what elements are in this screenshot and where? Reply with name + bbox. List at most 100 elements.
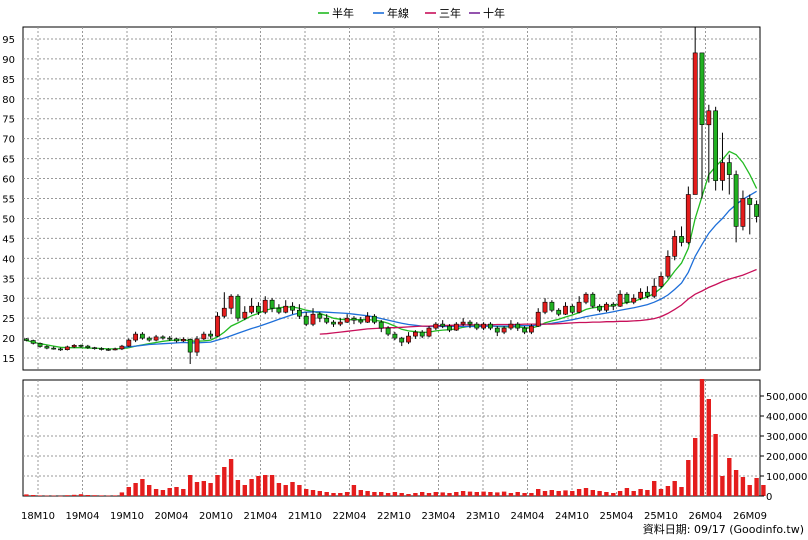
candle-body bbox=[71, 344, 77, 348]
price-y-tick-label: 15 bbox=[2, 354, 15, 365]
volume-bar bbox=[92, 495, 97, 496]
candle-body bbox=[679, 236, 684, 243]
candle-body bbox=[92, 347, 97, 350]
x-tick-label: 24M10 bbox=[555, 511, 589, 522]
volume-bar bbox=[85, 495, 90, 496]
candle-body bbox=[310, 313, 316, 325]
volume-bar bbox=[727, 458, 732, 496]
volume-bar bbox=[713, 434, 718, 496]
price-y-axis: 15 20 25 30 35 40 45 50 55 60 65 70 75 80 85 90 95 bbox=[2, 35, 15, 365]
volume-bar bbox=[72, 494, 77, 496]
volume-bar bbox=[283, 485, 288, 496]
volume-bar bbox=[481, 491, 486, 496]
candle-body bbox=[481, 323, 486, 329]
candle-body bbox=[651, 285, 657, 297]
candle-body bbox=[508, 323, 514, 329]
candle-body bbox=[542, 301, 548, 313]
volume-bar bbox=[256, 476, 261, 496]
volume-bar bbox=[174, 487, 179, 496]
volume-bar bbox=[474, 492, 479, 496]
volume-bar bbox=[570, 491, 575, 496]
volume-bar bbox=[31, 495, 36, 496]
price-y-tick-label: 80 bbox=[2, 95, 15, 106]
volume-bar bbox=[304, 489, 309, 496]
candle-body bbox=[126, 339, 132, 347]
volume-bar bbox=[194, 482, 200, 496]
candle-body bbox=[467, 321, 473, 325]
price-y-tick-label: 75 bbox=[2, 115, 15, 126]
candle-body bbox=[399, 337, 405, 343]
volume-bar bbox=[624, 488, 630, 496]
volume-bar bbox=[652, 481, 657, 496]
volume-y-tick-label: 100,000 bbox=[766, 472, 807, 483]
candle-body bbox=[262, 299, 268, 313]
volume-bar bbox=[706, 399, 711, 496]
volume-bar bbox=[242, 485, 247, 496]
volume-bar bbox=[645, 490, 650, 496]
candle-body bbox=[487, 323, 493, 329]
volume-bar bbox=[58, 495, 63, 497]
volume-bar bbox=[440, 492, 445, 496]
volume-y-tick-label: 400,000 bbox=[766, 412, 807, 423]
candle-body bbox=[344, 317, 350, 323]
volume-bar bbox=[392, 492, 398, 496]
volume-bar bbox=[563, 490, 568, 496]
candle-body bbox=[549, 301, 555, 311]
volume-bar bbox=[413, 493, 418, 496]
volume-bar bbox=[399, 493, 404, 496]
candle-body bbox=[385, 327, 391, 335]
price-y-tick-label: 85 bbox=[2, 75, 15, 86]
candle-body bbox=[99, 348, 104, 350]
candle-body bbox=[617, 293, 623, 307]
candle-body bbox=[672, 236, 678, 257]
candle-body bbox=[474, 323, 480, 329]
candle-body bbox=[426, 327, 432, 337]
candle-body bbox=[665, 255, 671, 277]
candle-body bbox=[658, 275, 664, 287]
volume-bar bbox=[665, 486, 671, 496]
ma-line-2 bbox=[121, 190, 757, 348]
volume-bar bbox=[51, 495, 56, 497]
candle-body bbox=[112, 348, 118, 351]
volume-bar bbox=[351, 485, 357, 496]
candle-body bbox=[556, 309, 562, 315]
price-y-tick-label: 30 bbox=[2, 294, 15, 305]
candle-body bbox=[208, 333, 213, 337]
volume-bar bbox=[276, 483, 282, 496]
candle-body bbox=[440, 323, 446, 327]
candle-body bbox=[447, 325, 452, 331]
candle-body bbox=[228, 295, 234, 309]
candle-body bbox=[590, 293, 596, 307]
candle-body bbox=[30, 340, 36, 344]
x-tick-label: 21M04 bbox=[243, 511, 277, 522]
candle-body bbox=[283, 305, 289, 313]
candle-body bbox=[726, 162, 732, 175]
candle-body bbox=[160, 336, 166, 339]
candle-body bbox=[528, 325, 534, 333]
price-y-tick-label: 60 bbox=[2, 175, 15, 186]
volume-bar bbox=[617, 491, 623, 496]
price-y-tick-label: 55 bbox=[2, 195, 15, 206]
volume-bar bbox=[638, 489, 643, 496]
volume-bar bbox=[106, 495, 111, 497]
candle-body bbox=[563, 305, 568, 315]
x-tick-label: 21M10 bbox=[288, 511, 322, 522]
candle-body bbox=[290, 305, 295, 311]
candle-body bbox=[276, 307, 282, 313]
volume-bar bbox=[297, 485, 302, 496]
candle-body bbox=[187, 338, 193, 353]
volume-bar bbox=[515, 492, 520, 496]
volume-bar bbox=[385, 493, 391, 496]
volume-bar bbox=[686, 460, 691, 496]
candle-body bbox=[221, 307, 227, 317]
volume-bar bbox=[228, 459, 234, 496]
x-tick-label: 22M04 bbox=[332, 511, 366, 522]
volume-bar bbox=[747, 485, 752, 496]
candle-body bbox=[44, 346, 50, 349]
candle-body bbox=[597, 305, 602, 311]
candle-body bbox=[235, 295, 241, 319]
volume-bar bbox=[542, 491, 548, 496]
price-y-tick-label: 25 bbox=[2, 314, 15, 325]
price-y-tick-label: 40 bbox=[2, 254, 15, 265]
